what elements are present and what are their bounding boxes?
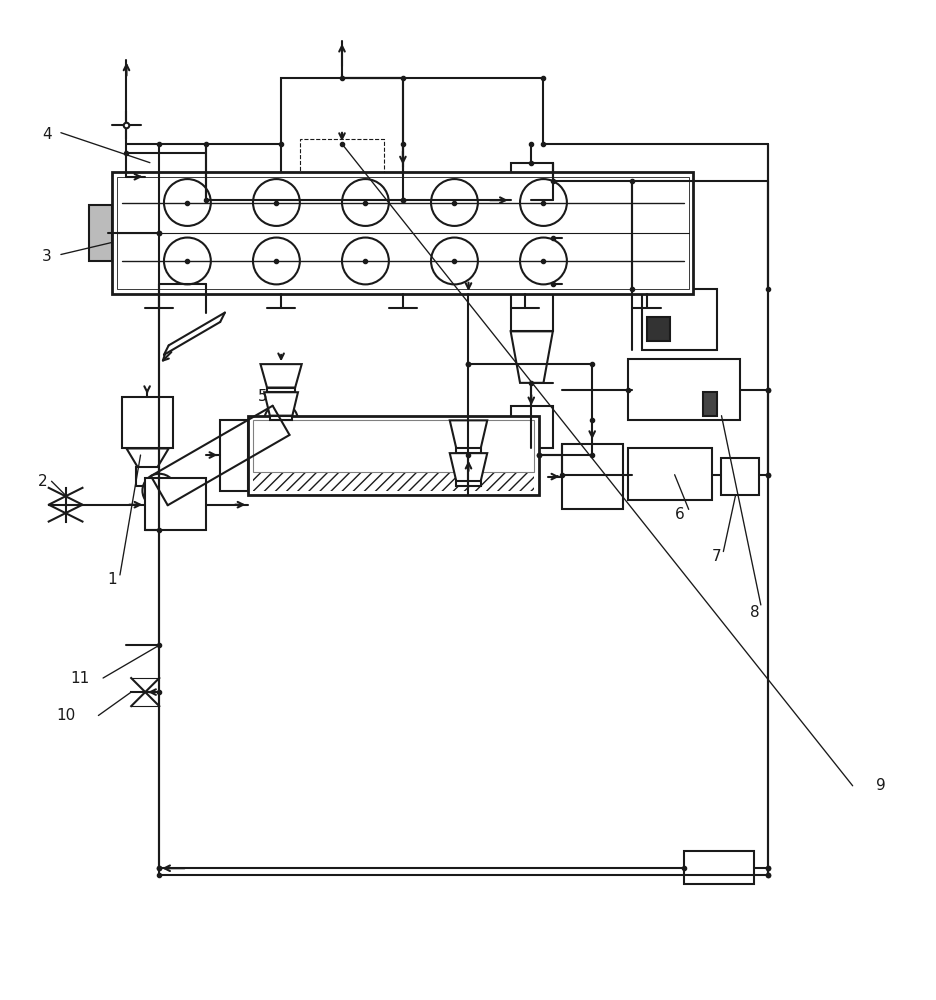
Bar	[122, 397, 173, 448]
Text: 10: 10	[56, 708, 76, 723]
Bar	[270, 416, 292, 420]
Bar	[456, 448, 480, 453]
Text: 2: 2	[37, 474, 47, 489]
Bar	[510, 163, 552, 331]
Bar	[112, 172, 693, 294]
Bar	[683, 851, 753, 884]
Polygon shape	[510, 331, 552, 383]
Bar	[641, 289, 716, 350]
Bar	[117, 177, 688, 289]
Text: 3: 3	[42, 249, 51, 264]
Bar	[220, 420, 248, 491]
Polygon shape	[449, 420, 487, 448]
Text: 8: 8	[749, 605, 758, 620]
Bar	[646, 317, 669, 341]
Bar	[562, 181, 632, 284]
Bar	[702, 392, 716, 416]
Bar	[721, 458, 758, 495]
Polygon shape	[260, 364, 301, 388]
Bar	[510, 406, 552, 448]
Polygon shape	[264, 392, 298, 416]
Bar	[253, 420, 534, 472]
Bar	[562, 444, 622, 509]
Text: 6: 6	[674, 507, 683, 522]
Bar	[89, 205, 112, 261]
Bar	[267, 388, 295, 392]
Bar	[627, 359, 739, 420]
Bar	[627, 448, 711, 500]
Bar	[300, 139, 384, 191]
Text: 9: 9	[875, 778, 885, 793]
Bar	[136, 467, 159, 486]
Text: 1: 1	[108, 572, 117, 587]
Text: 11: 11	[70, 671, 90, 686]
Bar	[248, 416, 538, 495]
Text: 7: 7	[711, 549, 721, 564]
Polygon shape	[449, 453, 487, 481]
Bar	[281, 78, 402, 200]
Bar	[145, 478, 206, 530]
Bar	[456, 481, 480, 486]
Polygon shape	[126, 448, 168, 467]
Bar	[253, 420, 534, 491]
Text: 4: 4	[42, 127, 51, 142]
Text: 5: 5	[257, 389, 267, 404]
